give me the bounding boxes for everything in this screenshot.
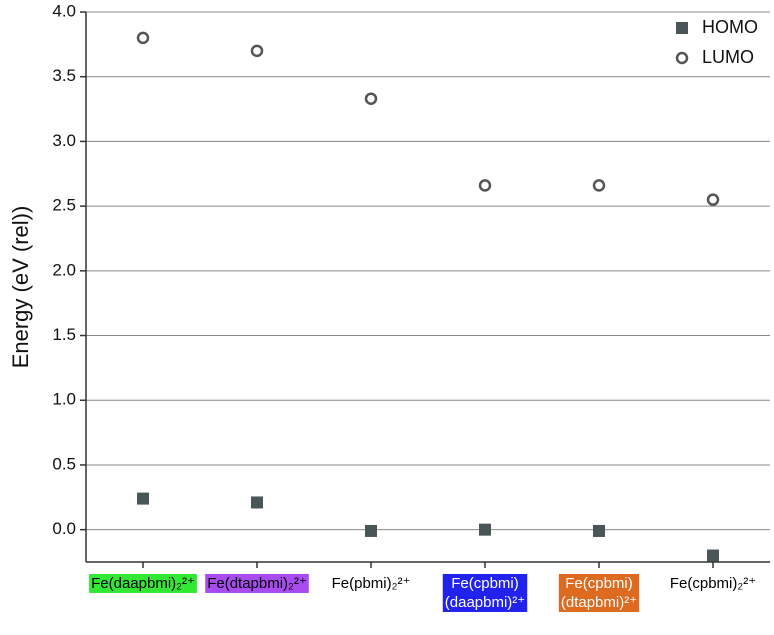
y-tick-label: 3.0 [52,131,76,150]
y-tick-label: 1.0 [52,390,76,409]
label-background [442,573,528,612]
legend-label: LUMO [702,47,754,67]
y-tick-label: 2.5 [52,196,76,215]
lumo-marker [478,179,492,192]
category-label: Fe(dtapbmi)₂²⁺ [205,573,309,593]
x-tick-label: (daapbmi)²⁺ [445,594,525,611]
lumo-marker [136,31,150,45]
y-tick-label: 0.0 [52,519,76,538]
homo-marker [676,22,688,34]
category-label: Fe(cpbmi)₂²⁺ [667,573,759,593]
y-tick-label: 1.5 [52,325,76,344]
x-tick-label: Fe(pbmi)₂²⁺ [332,575,411,592]
x-tick-label: Fe(cpbmi) [451,575,519,592]
y-tick-label: 4.0 [52,1,76,20]
label-background [89,573,197,593]
label-background [329,573,413,593]
label-background [558,573,640,612]
lumo-marker [364,92,378,105]
x-tick-label: (dtapbmi)²⁺ [561,594,637,611]
y-tick-label: 3.5 [52,66,76,85]
lumo-marker [675,51,689,65]
homo-marker [593,524,605,537]
lumo-marker [250,44,264,58]
homo-marker [137,492,149,505]
x-tick-label: Fe(cpbmi)₂²⁺ [670,575,756,592]
y-axis-title: Energy (eV (rel)) [8,206,33,369]
homo-marker [251,496,263,509]
category-label: Fe(cpbmi) (daapbmi)²⁺ [442,573,528,612]
category-label: Fe(pbmi)₂²⁺ [329,573,413,593]
y-tick-label: 2.0 [52,260,76,279]
homo-marker [707,549,719,562]
category-label: Fe(cpbmi) (dtapbmi)²⁺ [558,573,640,612]
category-label: Fe(daapbmi)₂²⁺ [89,573,197,593]
x-tick-label: Fe(daapbmi)₂²⁺ [91,575,195,592]
x-tick-label: Fe(dtapbmi)₂²⁺ [207,575,307,592]
legend-label: HOMO [702,17,758,37]
lumo-marker [706,193,720,206]
homo-marker [365,524,377,537]
label-background [205,573,309,593]
homo-marker [479,523,491,536]
y-tick-label: 0.5 [52,454,76,473]
label-background [667,573,759,593]
lumo-marker [592,179,606,192]
x-tick-label: Fe(cpbmi) [565,575,633,592]
